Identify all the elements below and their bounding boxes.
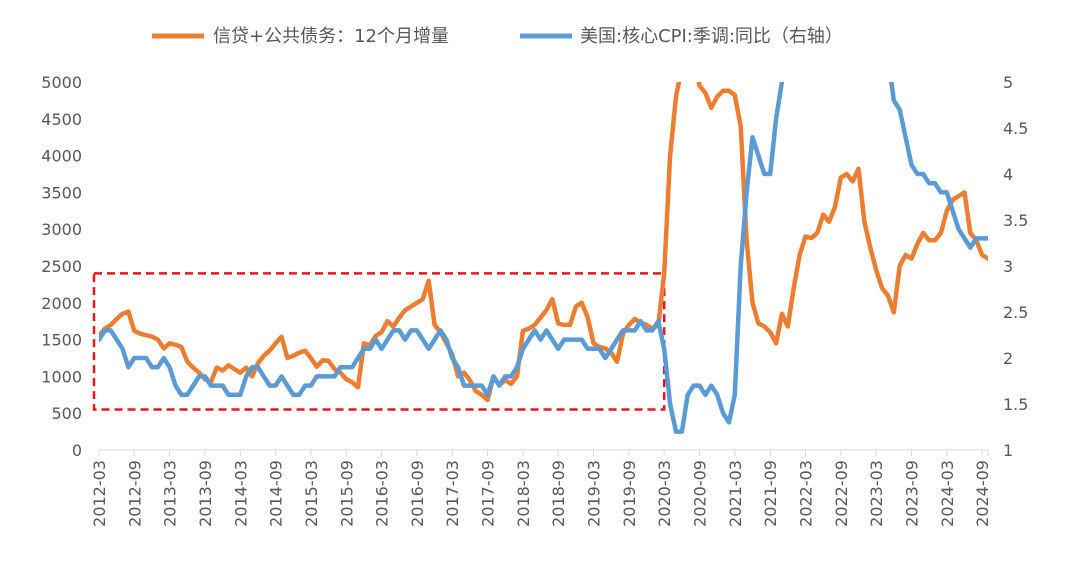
- x-tick-label: 2017-03: [443, 460, 462, 527]
- x-tick-label: 2016-03: [373, 460, 392, 527]
- y-right-tick-label: 3: [1003, 257, 1013, 276]
- x-tick-label: 2022-09: [832, 460, 851, 527]
- y-right-tick-label: 2: [1003, 349, 1013, 368]
- y-left-tick-label: 3000: [41, 220, 82, 239]
- x-tick-label: 2019-09: [620, 460, 639, 527]
- x-tick-label: 2022-03: [796, 460, 815, 527]
- y-left-tick-label: 500: [51, 404, 82, 423]
- y-right-tick-label: 4.5: [1003, 119, 1028, 138]
- x-tick-label: 2018-09: [549, 460, 568, 527]
- x-tick-label: 2013-03: [161, 460, 180, 527]
- series-line-credit: [99, 82, 988, 403]
- series-lines: [99, 82, 988, 434]
- y-left-tick-label: 2500: [41, 257, 82, 276]
- legend: 信贷+公共债务：12个月增量 美国:核心CPI:季调:同比（右轴）: [152, 26, 843, 47]
- series-line-cpi: [99, 82, 988, 434]
- legend-item-credit: 信贷+公共债务：12个月增量: [152, 26, 449, 47]
- y-left-tick-label: 0: [72, 441, 82, 460]
- x-tick-label: 2021-09: [761, 460, 780, 527]
- x-tick-label: 2020-03: [655, 460, 674, 527]
- y-right-tick-label: 2.5: [1003, 303, 1028, 322]
- y-left-axis: 0 500 1000 1500 2000 2500 3000 3500 4000 4500 5000: [41, 73, 82, 460]
- x-tick-label: 2023-03: [867, 460, 886, 527]
- y-left-tick-label: 1000: [41, 367, 82, 386]
- y-left-tick-label: 5000: [41, 73, 82, 92]
- legend-item-cpi: 美国:核心CPI:季调:同比（右轴）: [520, 26, 843, 47]
- x-tick-label: 2020-09: [691, 460, 710, 527]
- y-left-tick-label: 2000: [41, 294, 82, 313]
- x-axis: 2012-03 2012-09 2013-03 2013-09 2014-03 2014-…: [90, 449, 992, 527]
- y-right-tick-label: 5: [1003, 73, 1013, 92]
- x-tick-label: 2019-03: [585, 460, 604, 527]
- x-tick-label: 2015-09: [337, 460, 356, 527]
- y-right-tick-label: 3.5: [1003, 211, 1028, 230]
- x-tick-label: 2018-03: [514, 460, 533, 527]
- x-tick-label: 2024-09: [973, 460, 992, 527]
- x-tick-label: 2015-03: [302, 460, 321, 527]
- y-left-tick-label: 3500: [41, 183, 82, 202]
- x-tick-label: 2014-09: [267, 460, 286, 527]
- x-tick-label: 2013-09: [196, 460, 215, 527]
- y-right-tick-label: 1.5: [1003, 395, 1028, 414]
- x-tick-label: 2021-03: [726, 460, 745, 527]
- y-left-tick-label: 4500: [41, 110, 82, 129]
- x-tick-label: 2012-09: [125, 460, 144, 527]
- x-tick-label: 2014-03: [231, 460, 250, 527]
- x-tick-label: 2023-09: [902, 460, 921, 527]
- x-tick-label: 2016-09: [408, 460, 427, 527]
- x-tick-label: 2017-09: [479, 460, 498, 527]
- y-left-tick-label: 1500: [41, 331, 82, 350]
- y-right-tick-label: 4: [1003, 165, 1013, 184]
- y-right-tick-label: 1: [1003, 441, 1013, 460]
- legend-label-cpi: 美国:核心CPI:季调:同比（右轴）: [580, 26, 843, 47]
- x-tick-label: 2024-03: [938, 460, 957, 527]
- y-right-axis: 1 1.5 2 2.5 3 3.5 4 4.5 5: [1003, 73, 1028, 460]
- y-left-tick-label: 4000: [41, 147, 82, 166]
- x-tick-label: 2012-03: [90, 460, 109, 527]
- legend-label-credit: 信贷+公共债务：12个月增量: [213, 26, 449, 47]
